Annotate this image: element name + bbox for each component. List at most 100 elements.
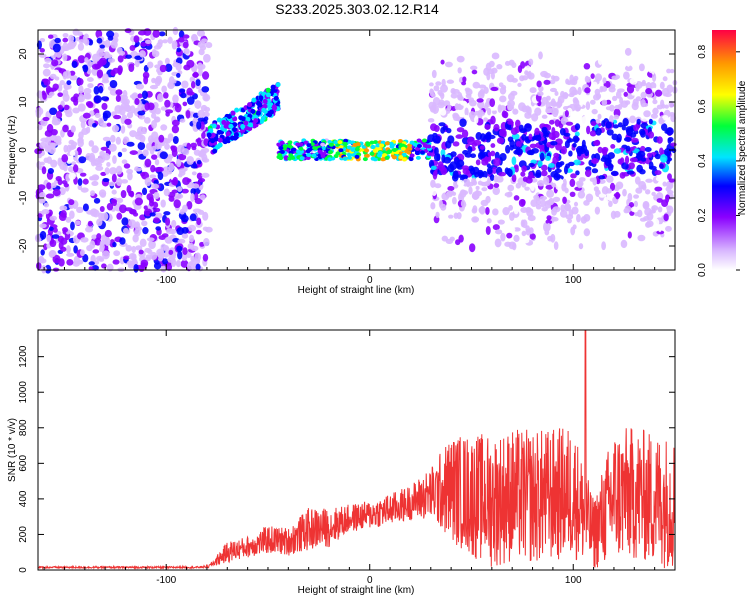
heatmap-cell [148, 240, 156, 250]
heatmap-cell [665, 96, 670, 105]
heatmap-cell [507, 168, 513, 178]
heatmap-cell [177, 250, 183, 260]
heatmap-cell [156, 93, 164, 103]
heatmap-cell [123, 255, 131, 260]
heatmap-cell [575, 104, 581, 112]
heatmap-cell [507, 191, 513, 197]
heatmap-cell [608, 200, 613, 208]
heatmap-cell [536, 80, 542, 88]
heatmap-cell [543, 79, 551, 85]
heatmap-cell [633, 200, 638, 208]
heatmap-cell [181, 80, 189, 89]
heatmap-cell [471, 142, 478, 147]
heatmap-cell [128, 63, 135, 73]
heatmap-cell [202, 158, 210, 163]
heatmap-cell [464, 107, 469, 117]
heatmap-cell [457, 179, 465, 187]
heatmap-cell [165, 111, 170, 117]
heatmap-cell [464, 114, 469, 121]
heatmap-cell [123, 163, 131, 169]
heatmap-cell [51, 206, 57, 212]
heatmap-cell [180, 259, 189, 268]
heatmap-cell [142, 227, 149, 235]
heatmap-cell [456, 212, 462, 220]
heatmap-cell [190, 33, 198, 42]
heatmap-cell [507, 99, 516, 108]
heatmap-cell [52, 115, 57, 123]
heatmap-cell [519, 113, 525, 119]
heatmap-cell [456, 127, 465, 133]
heatmap-cell [369, 151, 375, 156]
heatmap-cell [440, 59, 445, 65]
colorbar: 0.0 0.2 0.4 0.6 0.8 Normalized spectral ampl… [697, 30, 748, 277]
heatmap-cell [72, 107, 80, 114]
heatmap-cell [493, 175, 499, 183]
heatmap-cell [498, 105, 507, 111]
heatmap-cell [455, 134, 464, 139]
heatmap-cell [500, 232, 506, 242]
heatmap-cell [430, 123, 438, 132]
heatmap-cell [115, 136, 121, 145]
heatmap-cell [95, 29, 103, 39]
heatmap-cell [153, 167, 162, 173]
heatmap-cell [192, 71, 199, 78]
heatmap-cell [51, 234, 60, 239]
heatmap-cell [108, 181, 116, 187]
heatmap-cell [335, 151, 341, 156]
heatmap-cell [634, 239, 639, 248]
heatmap-cell [530, 199, 538, 208]
heatmap-cell [270, 84, 276, 90]
heatmap-cell [311, 153, 317, 158]
heatmap-cell [39, 53, 47, 58]
heatmap-cell [626, 85, 635, 94]
heatmap-cell [440, 92, 445, 100]
heatmap-cell [83, 87, 92, 95]
heatmap-cell [172, 26, 179, 36]
heatmap-cell [168, 249, 174, 255]
heatmap-cell [346, 152, 352, 157]
heatmap-cell [337, 140, 343, 145]
heatmap-cell [196, 137, 202, 147]
heatmap-cell [380, 157, 386, 162]
heatmap-cell [637, 234, 646, 242]
heatmap-cell [158, 31, 166, 37]
heatmap-cell [498, 171, 507, 177]
heatmap-cell [180, 214, 189, 223]
heatmap-cell [612, 95, 618, 102]
heatmap-cell [400, 146, 406, 151]
heatmap-cell [182, 101, 188, 107]
heatmap-cell [101, 263, 107, 269]
heatmap-cell [624, 65, 633, 72]
heatmap-cell [154, 207, 161, 213]
heatmap-cell [295, 149, 301, 154]
heatmap-cell [648, 165, 657, 170]
snr-x-ticks: -100 0 100 [43, 330, 676, 586]
heatmap-cell [398, 155, 404, 160]
heatmap-cell [528, 58, 534, 66]
heatmap-cell [63, 183, 69, 188]
heatmap-cell [305, 155, 311, 160]
heatmap-cell [272, 105, 278, 111]
heatmap-cell [552, 196, 561, 203]
heatmap-cell [513, 205, 519, 215]
heatmap-cell [552, 109, 559, 118]
heatmap-cell [172, 135, 179, 145]
heatmap-cell [521, 165, 527, 173]
heatmap-cell [612, 124, 619, 129]
heatmap-cell [486, 107, 492, 116]
heatmap-cell [627, 192, 633, 202]
heatmap-cell [619, 171, 626, 179]
heatmap-cell [95, 157, 103, 163]
heatmap-cell [206, 132, 212, 138]
heatmap-cell [196, 172, 203, 180]
heatmap-cell [667, 173, 672, 181]
heatmap-cell [69, 144, 77, 150]
heatmap-cell [327, 157, 333, 162]
heatmap-cell [610, 170, 619, 176]
heatmap-cell [594, 73, 603, 82]
heatmap-cell [555, 161, 561, 171]
heatmap-cell [541, 164, 548, 172]
heatmap-cell [70, 125, 76, 133]
heatmap-cell [60, 210, 67, 218]
heatmap-cell [595, 178, 601, 185]
